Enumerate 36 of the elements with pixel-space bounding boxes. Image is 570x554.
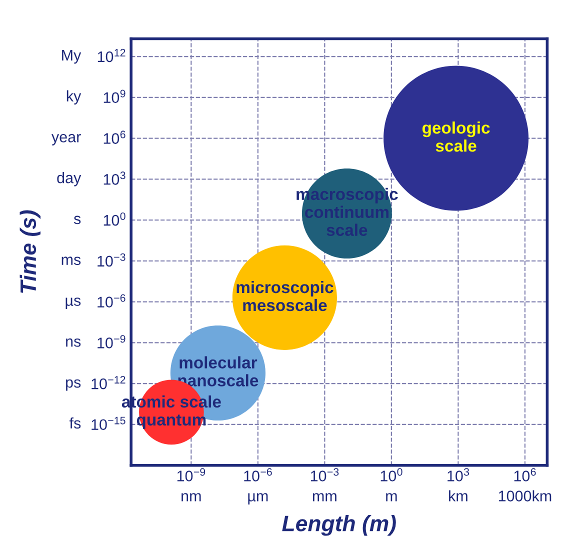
y-tick-label: 10$^{9}$	[104, 90, 126, 104]
x-tick-label: 10$^{−6}$	[244, 468, 272, 482]
text: ps	[66, 379, 81, 391]
x-tick-label: 10$^{3}$	[448, 468, 470, 482]
y-tick-label: 10$^{−12}$	[92, 376, 126, 390]
y-tick-label: 10$^{6}$	[104, 130, 126, 144]
y-tick-label: 10$^{0}$	[104, 212, 126, 226]
x-tick-label: 10$^{6}$	[514, 468, 536, 482]
text: µm	[248, 493, 268, 504]
text: m	[386, 493, 397, 502]
text: fs	[70, 417, 81, 429]
x-tick-label: 10$^{0}$	[380, 468, 402, 482]
y-tick-label: 10$^{−15}$	[92, 416, 126, 430]
text: ky	[66, 90, 82, 105]
text: s	[74, 216, 81, 224]
text: km	[449, 490, 468, 502]
text: mm	[312, 493, 336, 502]
x-tick-label: 10$^{−3}$	[310, 468, 339, 482]
text: My	[62, 50, 82, 64]
y-tick-label: 10$^{3}$	[104, 172, 126, 185]
y-tick-label: 10$^{−6}$	[98, 294, 126, 308]
text: ns	[66, 338, 81, 347]
y-axis-title: Time (s)	[20, 210, 40, 293]
text: 1000km	[498, 490, 552, 502]
text: day	[57, 172, 82, 186]
x-axis-title: Length (m)	[282, 515, 396, 536]
text: µs	[66, 298, 81, 309]
text: year	[51, 134, 81, 146]
y-tick-label: 10$^{12}$	[98, 48, 126, 62]
y-tick-label: 10$^{−3}$	[98, 253, 126, 267]
y-tick-label: 10$^{−9}$	[98, 335, 126, 348]
series-label: geologic scale	[422, 122, 490, 152]
x-tick-label: 10$^{−9}$	[177, 468, 206, 482]
text: nm	[182, 493, 201, 502]
series-label: microscopic mesoscale	[236, 280, 334, 312]
text: ms	[62, 256, 81, 266]
